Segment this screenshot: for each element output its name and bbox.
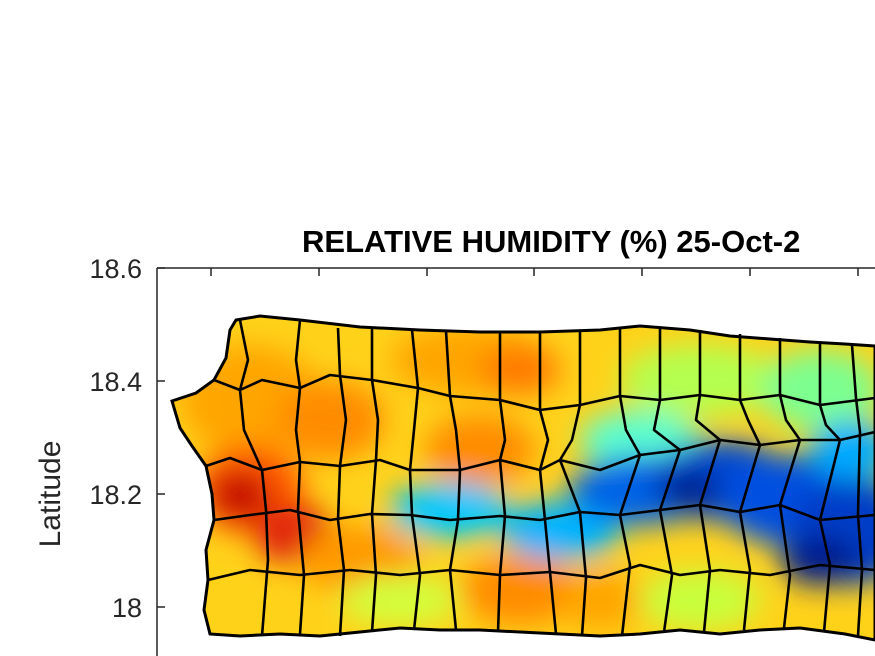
y-tick-label: 18 [112, 593, 142, 623]
y-axis-label: Latitude [34, 441, 67, 548]
humidity-field [172, 316, 875, 640]
plot-axes [156, 267, 875, 656]
y-tick-label: 18.2 [89, 480, 142, 510]
y-tick-label: 18.4 [89, 367, 142, 397]
y-ticks [157, 267, 165, 608]
map-title: RELATIVE HUMIDITY (%) 25-Oct-2 [302, 224, 800, 259]
y-tick-label: 18.6 [89, 254, 142, 284]
municipality-boundaries [205, 319, 875, 637]
x-ticks-top [210, 268, 859, 276]
